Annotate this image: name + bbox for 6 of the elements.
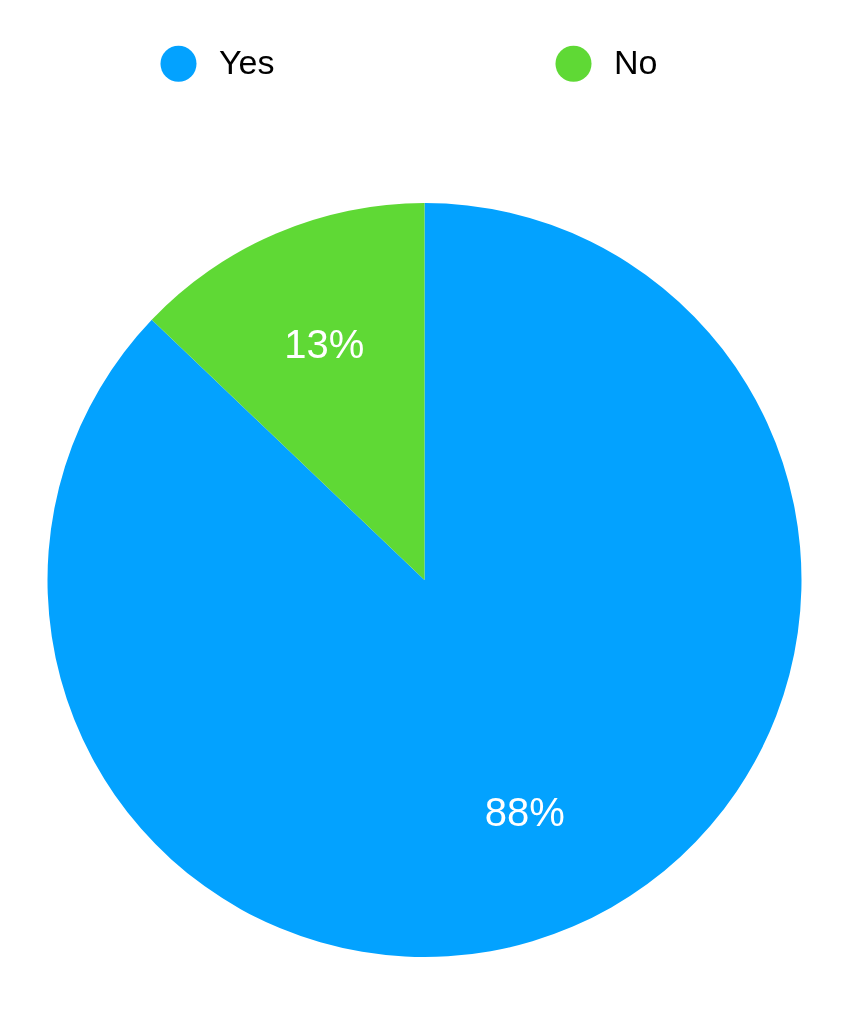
pie-slice [47,203,802,957]
pie-slice [151,203,425,580]
data-label: 88% [484,790,565,835]
data-label: 13% [284,321,365,366]
legend-label: No [614,42,658,81]
legend-label: Yes [219,42,275,81]
